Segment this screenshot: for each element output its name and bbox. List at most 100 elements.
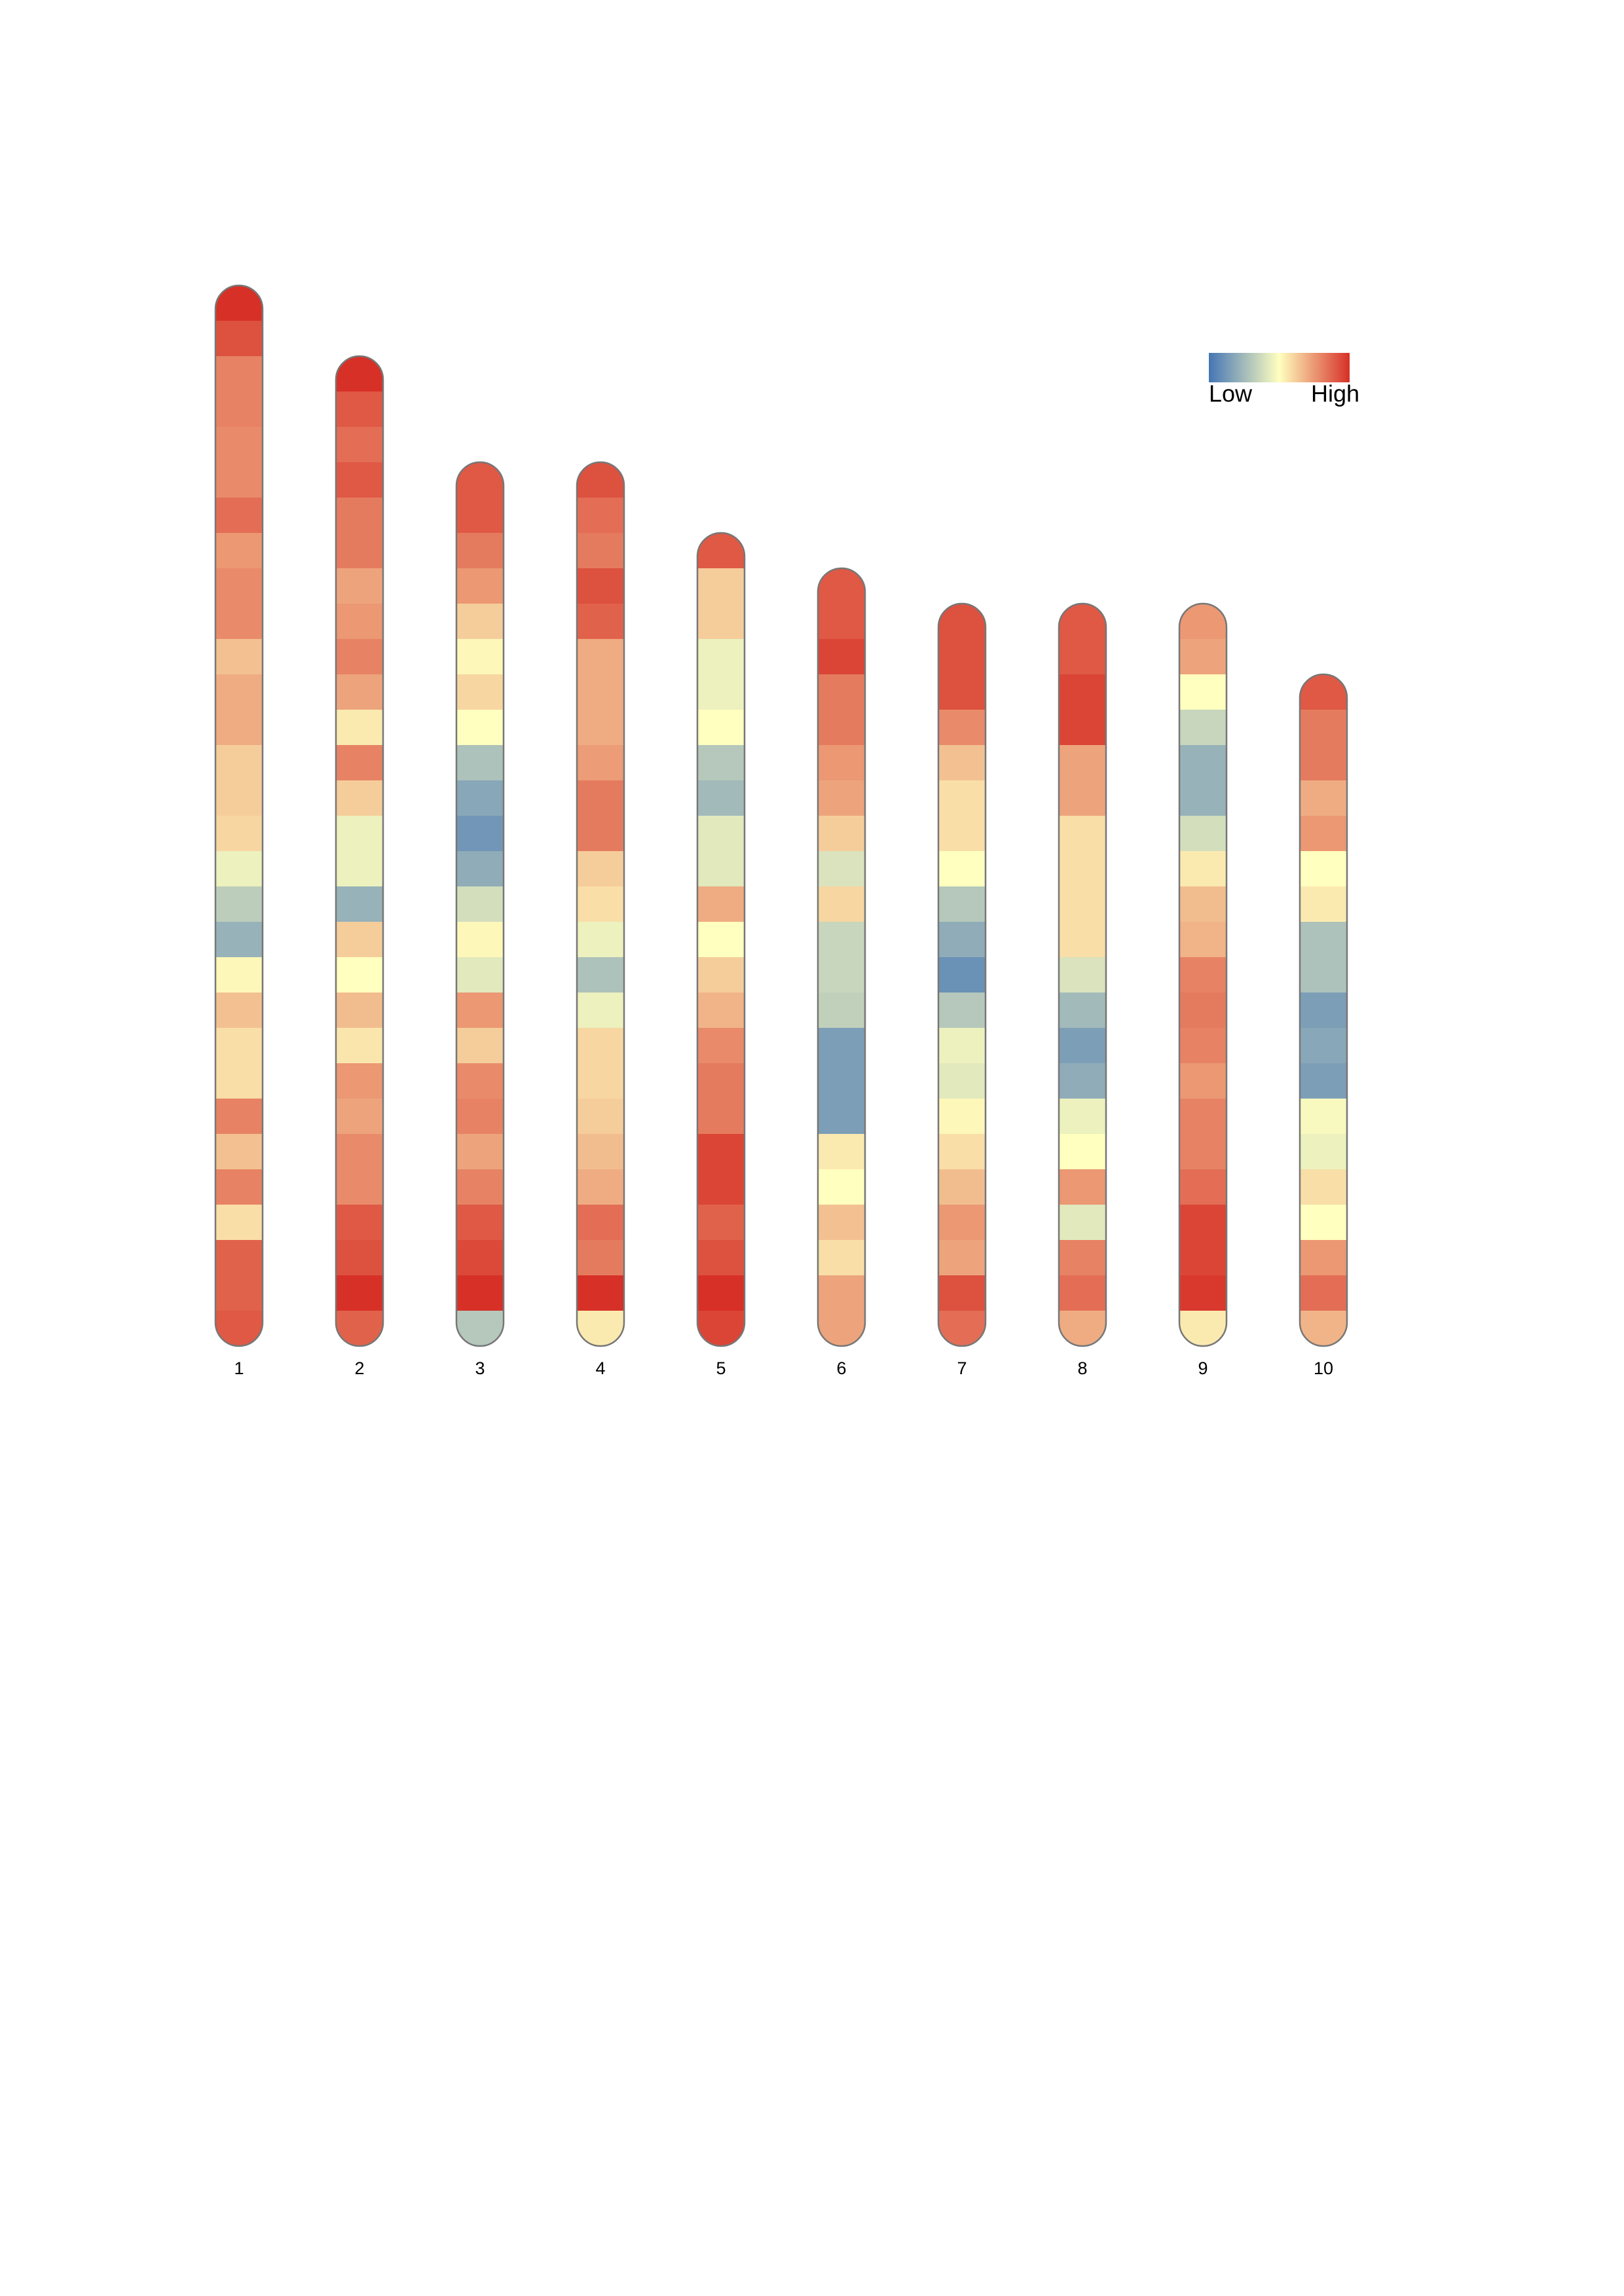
bin <box>1300 1134 1347 1170</box>
bin <box>1300 1169 1347 1205</box>
bin <box>1059 886 1106 922</box>
bin <box>336 922 383 958</box>
bin <box>1300 1240 1347 1276</box>
bin <box>818 1205 865 1241</box>
bin <box>697 1169 745 1205</box>
bin <box>577 710 624 746</box>
bin <box>456 498 504 534</box>
bin <box>336 1311 383 1346</box>
bin <box>1179 674 1227 710</box>
bin <box>697 1063 745 1099</box>
bin <box>336 886 383 922</box>
chromosome-outline <box>1299 673 1348 1347</box>
bin <box>818 1311 865 1346</box>
bin <box>577 1169 624 1205</box>
bin <box>215 427 263 463</box>
bin <box>697 922 745 958</box>
bin <box>697 1028 745 1064</box>
bin <box>1300 922 1347 958</box>
chromosome-label: 2 <box>354 1358 364 1378</box>
bin <box>938 745 986 781</box>
bin <box>1059 1240 1106 1276</box>
bin <box>938 957 986 993</box>
bin <box>456 745 504 781</box>
bin <box>1059 816 1106 852</box>
bin <box>1300 1099 1347 1135</box>
bin <box>215 568 263 604</box>
bin <box>1059 851 1106 887</box>
bin <box>215 498 263 534</box>
bin <box>1179 1275 1227 1311</box>
bin <box>215 462 263 498</box>
bin <box>456 1099 504 1135</box>
bin <box>697 780 745 816</box>
bin <box>1179 1099 1227 1135</box>
bin <box>818 1099 865 1135</box>
bin <box>1300 886 1347 922</box>
chromosome-label: 1 <box>234 1358 244 1378</box>
bin <box>215 533 263 569</box>
chromosome-outline <box>937 602 987 1347</box>
bin <box>1059 604 1106 640</box>
bin <box>697 816 745 852</box>
bin <box>336 1028 383 1064</box>
chromosome-label: 9 <box>1198 1358 1208 1378</box>
bin <box>1179 993 1227 1029</box>
bin <box>215 886 263 922</box>
bin <box>336 851 383 887</box>
bin <box>577 639 624 675</box>
bin <box>1179 639 1227 675</box>
bin <box>577 1275 624 1311</box>
bin <box>577 1240 624 1276</box>
bin <box>1300 993 1347 1029</box>
bin <box>818 674 865 710</box>
bin <box>336 392 383 428</box>
bin <box>215 957 263 993</box>
bin <box>1059 1169 1106 1205</box>
bin <box>1300 1275 1347 1311</box>
bin <box>697 745 745 781</box>
bin <box>697 568 745 604</box>
bin <box>577 780 624 816</box>
legend-colorbar <box>1209 353 1350 382</box>
bin <box>215 674 263 710</box>
bin <box>1300 1028 1347 1064</box>
bin <box>456 1169 504 1205</box>
chromosome-outline <box>214 284 264 1347</box>
bin <box>938 710 986 746</box>
bin <box>1059 1134 1106 1170</box>
bin <box>938 1205 986 1241</box>
bin <box>1179 957 1227 993</box>
bin <box>336 993 383 1029</box>
bin <box>938 993 986 1029</box>
chromosome-outline <box>455 461 505 1347</box>
bin <box>1059 1311 1106 1346</box>
bin <box>1179 745 1227 781</box>
bin <box>1059 1275 1106 1311</box>
bin <box>818 1063 865 1099</box>
bin <box>577 1099 624 1135</box>
bin <box>1059 922 1106 958</box>
bin <box>336 1169 383 1205</box>
bin <box>1300 816 1347 852</box>
bin <box>1300 710 1347 746</box>
chromosome <box>818 568 865 1346</box>
bin <box>818 886 865 922</box>
chromosome-label: 3 <box>475 1358 485 1378</box>
bin <box>336 427 383 463</box>
bin <box>577 1028 624 1064</box>
bin <box>1179 1311 1227 1346</box>
bin <box>215 1311 263 1346</box>
bin <box>1059 1063 1106 1099</box>
chromosome <box>577 462 624 1346</box>
chromosome-label: 10 <box>1314 1358 1333 1378</box>
chromosome-outline <box>1178 602 1228 1347</box>
bin <box>577 1311 624 1346</box>
bin <box>1179 1134 1227 1170</box>
bin <box>697 639 745 675</box>
bin <box>456 1028 504 1064</box>
bin <box>336 1134 383 1170</box>
bin <box>215 604 263 640</box>
bin <box>577 922 624 958</box>
bin <box>336 533 383 569</box>
